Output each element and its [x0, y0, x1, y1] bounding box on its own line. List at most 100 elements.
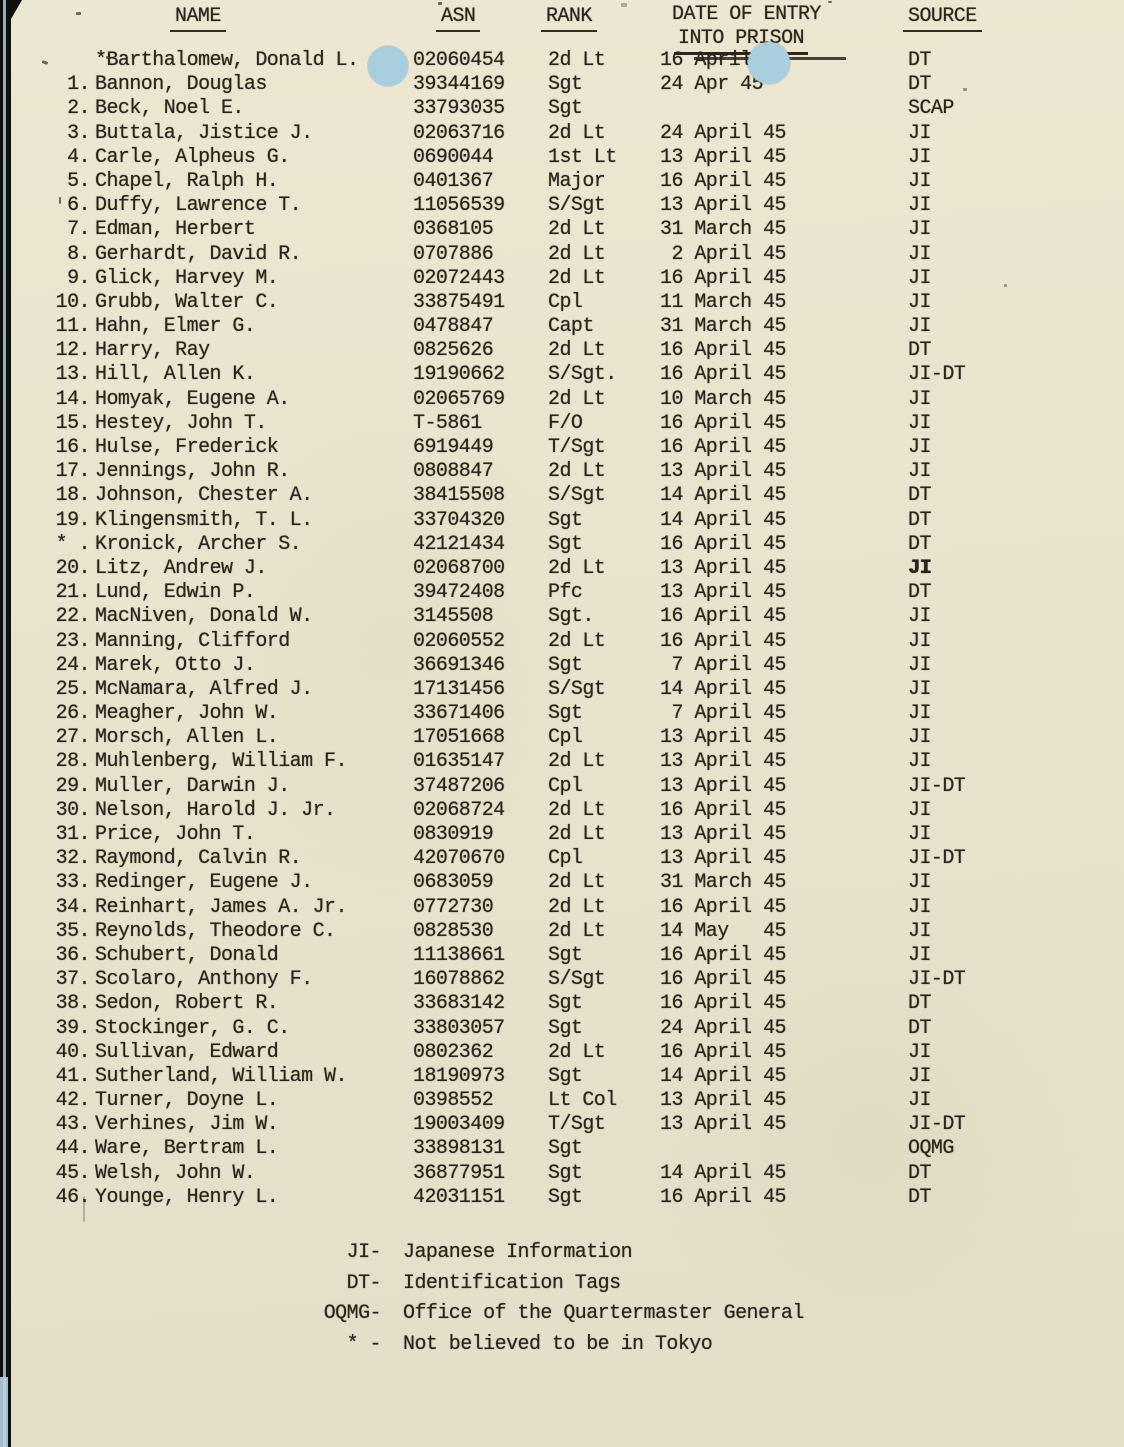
asn-value: 11138661	[413, 943, 505, 967]
legend-abbreviation: * -	[346, 1332, 382, 1356]
table-row: 16. Hulse, Frederick 6919449 T/Sgt 16 Ap…	[0, 436, 1124, 460]
table-row: 6. Duffy, Lawrence T. 11056539 S/Sgt 13 …	[0, 194, 1124, 218]
source-value: JI	[908, 315, 931, 339]
entry-date-value: 13 April 45	[660, 823, 787, 846]
prisoner-name: Sullivan, Edward	[95, 1040, 279, 1064]
rank-value: Sgt	[548, 532, 583, 556]
entry-date-value: 13 April 45	[660, 194, 787, 218]
asn-value: 11056539	[413, 194, 505, 218]
asn-value: 16078862	[413, 968, 505, 992]
row-number: 43.	[55, 1113, 91, 1137]
prisoner-name: Raymond, Calvin R.	[95, 847, 302, 871]
asn-value: 02060552	[413, 629, 505, 653]
row-number: 45.	[55, 1161, 91, 1185]
entry-date-value: 16 April 45	[660, 436, 787, 459]
ink-speck	[963, 88, 967, 91]
row-number: 13.	[55, 363, 91, 387]
legend-abbreviation: DT-	[346, 1271, 382, 1295]
source-value: DT	[908, 532, 931, 556]
column-header-date-line1: DATE OF ENTRY	[672, 3, 821, 26]
entry-date-value	[660, 1137, 908, 1161]
row-number: 30.	[55, 798, 91, 822]
table-row: 8. Gerhardt, David R. 0707886 2d Lt 2 Ap…	[0, 243, 1124, 267]
entry-date-value: 16 April 45	[660, 532, 787, 556]
asn-value: 3145508	[413, 605, 494, 629]
prisoner-name: Stockinger, G. C.	[95, 1016, 290, 1040]
row-number: 3.	[67, 121, 90, 145]
prisoner-name: Younge, Henry L.	[95, 1185, 279, 1209]
source-value: JI	[908, 266, 931, 290]
row-number: 38.	[55, 992, 91, 1016]
legend-line: JI- Japanese Information	[0, 1238, 1124, 1269]
source-value: DT	[908, 484, 931, 508]
entry-date-value: 10 March 45	[660, 387, 787, 411]
entry-date-value: 14 April 45	[660, 1161, 787, 1185]
row-number: 7.	[67, 218, 90, 242]
entry-date-value: 13 April 45	[660, 460, 787, 484]
rank-value: Cpl	[548, 774, 583, 798]
rank-value: Sgt	[548, 702, 583, 726]
source-value: JI	[908, 1089, 931, 1113]
rank-value: 2d Lt	[548, 242, 606, 266]
entry-date-value: 16 April 45	[660, 895, 787, 919]
asn-value: 0401367	[413, 169, 494, 193]
table-row: 13. Hill, Allen K. 19190662 S/Sgt. 16 Ap…	[0, 363, 1124, 387]
prisoner-name: Muhlenberg, William F.	[95, 750, 348, 774]
entry-date-value: 14 April 45	[660, 677, 787, 701]
rank-value: S/Sgt	[548, 677, 606, 701]
prisoner-name: Meagher, John W.	[95, 702, 279, 726]
row-number: 32.	[55, 847, 91, 871]
asn-value: 19003409	[413, 1113, 505, 1137]
prisoner-name: Turner, Doyne L.	[95, 1089, 279, 1113]
entry-date-value: 16 April 45	[660, 798, 787, 822]
rank-value: 2d Lt	[548, 339, 606, 363]
prisoner-name: Litz, Andrew J.	[95, 556, 267, 580]
source-value: DT	[908, 1161, 931, 1185]
table-row: 29. Muller, Darwin J. 37487206 Cpl 13 Ap…	[0, 775, 1124, 799]
prisoner-name: Redinger, Eugene J.	[95, 871, 313, 895]
rank-value: 2d Lt	[548, 629, 606, 653]
prisoner-name: Glick, Harvey M.	[95, 266, 279, 290]
asn-value: 33671406	[413, 702, 505, 726]
source-value: JI-DT	[908, 774, 966, 798]
row-number: 26.	[55, 702, 91, 726]
row-number: 6.	[67, 194, 90, 218]
rank-value: Sgt	[548, 1064, 583, 1088]
prisoner-name: Nelson, Harold J. Jr.	[95, 798, 336, 822]
table-row: 24. Marek, Otto J. 36691346 Sgt 7 April …	[0, 654, 1124, 678]
column-header-rank: RANK	[541, 6, 597, 32]
table-row: 19. Klingensmith, T. L. 33704320 Sgt 14 …	[0, 509, 1124, 533]
asn-value: 0478847	[413, 315, 494, 339]
row-number: 17.	[55, 460, 91, 484]
rank-value: Lt Col	[548, 1089, 617, 1113]
entry-date-value: 31 March 45	[660, 218, 787, 242]
source-value: JI-DT	[908, 363, 966, 387]
entry-date-value: 13 April 45	[660, 750, 787, 774]
prisoner-name: Edman, Herbert	[95, 218, 256, 242]
prisoner-name: Morsch, Allen L.	[95, 726, 279, 750]
source-value: DT	[908, 49, 931, 72]
source-value: OQMG	[908, 1137, 954, 1161]
prisoner-name: McNamara, Alfred J.	[95, 677, 313, 701]
table-row: 2. Beck, Noel E. 33793035 Sgt SCAP	[0, 97, 1124, 121]
source-value: JI	[908, 290, 931, 314]
entry-date-value: 16 April 45	[660, 605, 787, 629]
asn-value: 0368105	[413, 218, 494, 242]
source-value: JI	[908, 798, 931, 822]
table-row: 46. Younge, Henry L. 42031151 Sgt 16 Apr…	[0, 1186, 1124, 1210]
asn-value: 0802362	[413, 1040, 494, 1064]
asn-value: 02063716	[413, 121, 505, 145]
table-row: 33. Redinger, Eugene J. 0683059 2d Lt 31…	[0, 871, 1124, 895]
table-row: 34. Reinhart, James A. Jr. 0772730 2d Lt…	[0, 896, 1124, 920]
source-value: JI	[908, 750, 931, 774]
source-value: DT	[908, 992, 931, 1016]
source-value: JI	[908, 629, 931, 653]
asn-value: 18190973	[413, 1064, 505, 1088]
row-number: 2.	[67, 97, 90, 121]
legend-abbreviation: OQMG-	[323, 1302, 382, 1325]
entry-date-value: 13 April 45	[660, 726, 787, 750]
legend-line: DT- Identification Tags	[0, 1269, 1124, 1300]
rank-value: 2d Lt	[548, 750, 606, 774]
source-value: DT	[908, 508, 931, 532]
row-number: 5.	[67, 169, 90, 193]
